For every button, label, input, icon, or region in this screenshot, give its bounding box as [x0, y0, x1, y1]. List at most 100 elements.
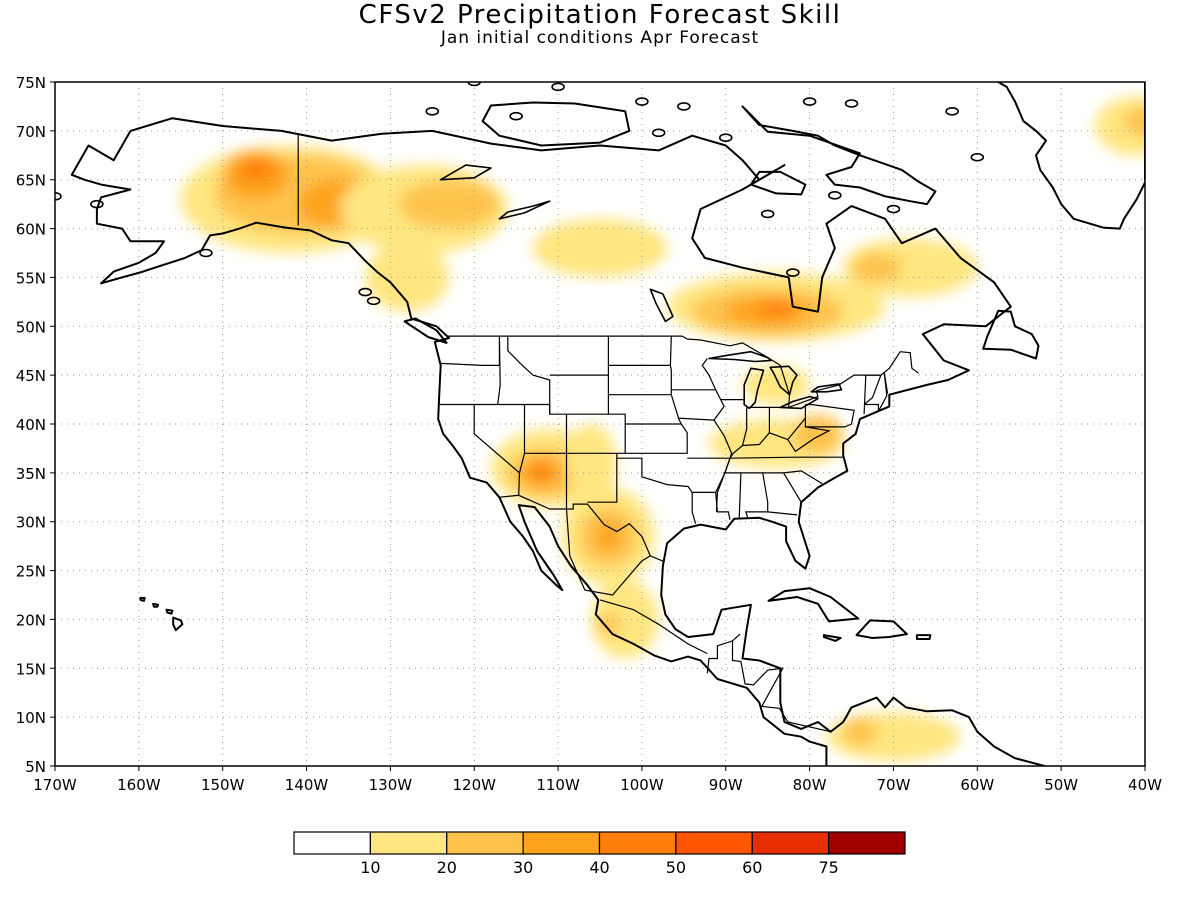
iowa-minnesota [671, 358, 717, 391]
jamaica [822, 634, 842, 642]
colorbar-label: 60 [742, 858, 762, 877]
arctic-islet [467, 82, 482, 87]
tennessee-south [723, 470, 823, 485]
lon-tick-label: 110W [536, 776, 580, 794]
lon-tick-label: 60W [960, 776, 994, 794]
lat-tick-label: 50N [16, 318, 46, 336]
georgia-carolinas [783, 472, 802, 503]
lon-tick-label: 140W [285, 776, 329, 794]
lat-tick-label: 60N [16, 221, 46, 239]
map-gridlines [55, 82, 1145, 766]
mexico-states-north [565, 508, 651, 596]
pennsylvania-ny-md [805, 403, 855, 428]
hawaii-kauai [139, 596, 146, 602]
ohio-river [742, 432, 770, 447]
skill-region-arizona-core [531, 463, 552, 479]
skill-region-hudson-west [532, 218, 668, 278]
colorbar-segment [446, 831, 524, 855]
skill-region-greenland-east [1124, 106, 1145, 136]
lat-tick-label: 55N [16, 269, 46, 287]
lake-winnipeg [649, 288, 674, 323]
lat-tick-label: 10N [16, 709, 46, 727]
arctic-islet [970, 152, 985, 162]
colorbar-label: 40 [589, 858, 609, 877]
florida-georgia [767, 511, 798, 516]
hawaii-oahu [152, 602, 160, 608]
lat-tick-label: 25N [16, 563, 46, 581]
arctic-islet [55, 192, 62, 201]
lon-tick-label: 130W [369, 776, 413, 794]
iowa-missouri [677, 389, 725, 421]
lon-tick-label: 150W [201, 776, 245, 794]
mississippi-alabama-georgia [738, 472, 742, 519]
kansas-oklahoma [625, 423, 688, 454]
colorbar-label: 10 [360, 858, 380, 877]
nebraska-kansas [625, 394, 683, 425]
arctic-islet [786, 268, 800, 277]
map-title: CFSv2 Precipitation Forecast Skill [358, 0, 842, 30]
southampton-island [749, 170, 807, 196]
skill-region-nwt [398, 179, 500, 229]
skill-region-alaska-west-core [239, 160, 273, 180]
victoria-island [481, 101, 631, 147]
map-titles: CFSv2 Precipitation Forecast Skill Jan i… [0, 0, 1200, 60]
colorbar-segment [751, 831, 830, 855]
arctic-islet [827, 191, 842, 200]
colorbar-segment [675, 831, 753, 855]
colorbar-segment [369, 831, 448, 855]
skill-region-new-mexico [566, 424, 617, 503]
hawaii-big-island [172, 616, 184, 632]
lon-tick-label: 50W [1044, 776, 1078, 794]
new-york-east [863, 374, 882, 415]
lat-tick-label: 40N [16, 416, 46, 434]
skill-region-texas-mexico-core [595, 521, 621, 552]
lon-tick-label: 160W [117, 776, 161, 794]
lat-tick-label: 15N [16, 660, 46, 678]
arctic-islet [425, 107, 440, 116]
lat-tick-label: 5N [25, 758, 46, 776]
skill-region-ontario-core-2 [759, 300, 793, 317]
arctic-islet [635, 97, 649, 106]
lat-tick-label: 35N [16, 465, 46, 483]
skill-region-colombia-venezuela [843, 717, 877, 747]
us-mexico-border [498, 494, 665, 563]
colorbar: 10 20 30 40 50 60 75 [293, 831, 906, 877]
lon-tick-label: 70W [877, 776, 911, 794]
vancouver-island [403, 317, 448, 344]
mississippi-river [713, 419, 733, 512]
political-borders [297, 134, 919, 733]
lat-tick-label: 45N [16, 367, 46, 385]
arctic-islet [677, 102, 691, 111]
lat-tick-label: 70N [16, 123, 46, 141]
colorbar-segment [293, 831, 371, 855]
arctic-islet [760, 209, 775, 219]
us-canada-east [681, 335, 919, 409]
central-america-borders [731, 640, 832, 733]
colorbar-segment [598, 831, 677, 855]
lake-huron [769, 365, 798, 396]
axis-ticks: 170W 160W 150W 140W 130W 120W 110W 100W 90W 80W 70… [16, 74, 1162, 794]
lake-superior [708, 350, 772, 363]
north-america-coast [70, 117, 1046, 766]
oklahoma-texas [616, 457, 697, 524]
lat-tick-label: 75N [16, 74, 46, 92]
louisiana-mississippi [715, 492, 731, 520]
hawaii-maui [165, 608, 174, 615]
new-england [864, 372, 889, 412]
colorbar-label: 75 [818, 858, 838, 877]
lat-tick-label: 30N [16, 514, 46, 532]
utah-north [524, 403, 551, 415]
arctic-islet [886, 204, 901, 214]
arctic-islet [651, 128, 666, 138]
colorbar-label: 20 [437, 858, 457, 877]
greenland-coast [996, 82, 1145, 230]
arctic-islet [509, 111, 523, 121]
cuba [767, 587, 860, 623]
skill-region-bc-coast [365, 243, 450, 312]
alabama-georgia [745, 472, 769, 518]
lon-tick-label: 170W [33, 776, 77, 794]
arctic-islet [358, 287, 373, 297]
skill-region-great-lakes [742, 365, 810, 405]
dakotas [608, 336, 672, 366]
